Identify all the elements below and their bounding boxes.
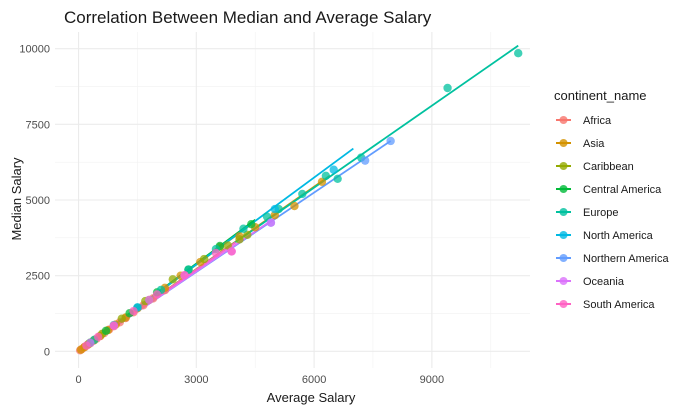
legend-key-point	[559, 162, 568, 170]
data-point-asia	[270, 210, 280, 220]
legend-item-northern-america: Northern America	[556, 253, 669, 265]
data-point-south-america	[227, 247, 236, 256]
y-axis-label: Median Salary	[9, 157, 24, 241]
data-points	[75, 48, 523, 355]
data-point-caribbean	[243, 230, 252, 240]
legend-item-north-america: North America	[556, 230, 654, 242]
legend-key-point	[559, 139, 568, 147]
data-point-northern-america	[386, 136, 395, 146]
data-point-north-america	[270, 204, 280, 214]
data-point-asia	[290, 201, 299, 211]
data-point-europe	[321, 171, 331, 180]
x-tick-label: 9000	[420, 374, 444, 386]
legend-key-point	[559, 116, 568, 124]
data-point-europe	[333, 174, 342, 184]
legend-label: Africa	[583, 115, 612, 127]
data-point-north-america	[329, 165, 338, 174]
data-point-south-america	[211, 248, 221, 258]
data-point-caribbean	[199, 254, 209, 264]
x-tick-label: 3000	[184, 374, 208, 386]
legend-item-caribbean: Caribbean	[556, 161, 634, 173]
legend-label: Europe	[583, 207, 618, 219]
legend-item-africa: Africa	[556, 115, 612, 127]
legend-item-south-america: South America	[556, 299, 655, 311]
legend-label: Caribbean	[583, 161, 634, 173]
legend-label: Oceania	[583, 276, 625, 288]
data-point-europe	[514, 48, 523, 58]
data-point-south-america	[109, 321, 119, 330]
legend-key-point	[559, 185, 568, 193]
y-tick-label: 5000	[26, 195, 50, 207]
data-point-south-america	[93, 332, 103, 342]
x-tick-label: 6000	[302, 374, 326, 386]
data-point-central-america	[101, 326, 111, 335]
data-point-europe	[239, 224, 248, 233]
x-axis-label: Average Salary	[267, 390, 356, 405]
legend-items: Africa Asia Caribbean Central America Europe…	[556, 115, 669, 311]
data-point-caribbean	[117, 314, 126, 323]
data-point-europe	[443, 83, 452, 93]
x-tick-label: 0	[75, 374, 81, 386]
data-point-south-america	[129, 306, 138, 316]
legend-item-asia: Asia	[556, 138, 605, 150]
legend-item-central-america: Central America	[556, 184, 662, 196]
legend-title: continent_name	[554, 88, 647, 103]
data-point-south-america	[82, 341, 91, 350]
legend-key-point	[559, 254, 568, 262]
y-tick-label: 0	[44, 346, 50, 358]
data-point-caribbean	[168, 275, 177, 284]
legend-label: Northern America	[583, 253, 669, 265]
data-point-asia	[317, 177, 327, 187]
data-point-south-america	[152, 290, 162, 299]
data-point-oceania	[266, 218, 276, 227]
legend-key-point	[559, 208, 568, 216]
data-point-caribbean	[223, 241, 232, 250]
x-tick-labels: 0 3000 6000 9000	[75, 374, 444, 386]
y-tick-label: 7500	[26, 119, 50, 131]
y-tick-labels: 0 2500 5000 7500 10000	[19, 44, 50, 359]
legend: continent_name Africa Asia Caribbean Centra…	[554, 88, 669, 311]
chart-title: Correlation Between Median and Average S…	[64, 8, 432, 27]
y-tick-label: 10000	[19, 44, 50, 56]
legend-key-point	[559, 231, 568, 239]
y-tick-label: 2500	[26, 271, 50, 283]
legend-item-europe: Europe	[556, 207, 618, 219]
data-point-europe	[262, 212, 272, 221]
data-point-caribbean	[235, 235, 244, 244]
legend-item-oceania: Oceania	[556, 276, 625, 288]
legend-key-point	[559, 277, 568, 285]
data-point-south-america	[180, 270, 189, 280]
data-point-oceania	[145, 295, 154, 305]
legend-label: South America	[583, 299, 655, 311]
grid-major	[55, 32, 530, 368]
legend-label: North America	[583, 230, 654, 242]
data-point-central-america	[247, 220, 256, 229]
legend-label: Asia	[583, 138, 605, 150]
data-point-europe	[298, 189, 307, 199]
legend-key-point	[559, 300, 568, 308]
legend-label: Central America	[583, 184, 662, 196]
data-point-northern-america	[360, 156, 370, 165]
